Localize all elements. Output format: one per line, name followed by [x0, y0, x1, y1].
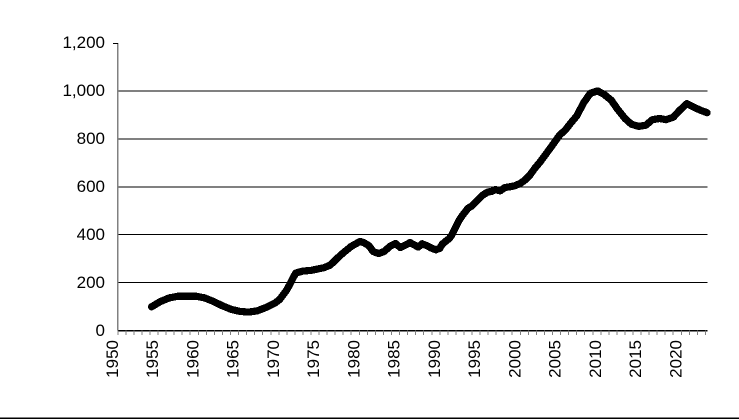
- svg-text:600: 600: [77, 177, 105, 196]
- svg-text:1995: 1995: [465, 340, 484, 378]
- svg-text:1985: 1985: [385, 340, 404, 378]
- svg-text:2005: 2005: [546, 340, 565, 378]
- svg-text:1955: 1955: [143, 340, 162, 378]
- svg-text:2000: 2000: [505, 340, 524, 378]
- svg-text:1965: 1965: [224, 340, 243, 378]
- svg-text:1,200: 1,200: [62, 33, 105, 52]
- svg-text:2010: 2010: [586, 340, 605, 378]
- svg-text:2020: 2020: [666, 340, 685, 378]
- svg-text:1,000: 1,000: [62, 81, 105, 100]
- svg-text:1950: 1950: [103, 340, 122, 378]
- svg-text:1970: 1970: [264, 340, 283, 378]
- svg-text:1975: 1975: [304, 340, 323, 378]
- svg-text:2015: 2015: [626, 340, 645, 378]
- svg-text:1960: 1960: [183, 340, 202, 378]
- svg-text:0: 0: [96, 321, 105, 340]
- svg-text:1980: 1980: [344, 340, 363, 378]
- svg-text:200: 200: [77, 273, 105, 292]
- svg-text:1990: 1990: [425, 340, 444, 378]
- svg-text:400: 400: [77, 225, 105, 244]
- svg-text:800: 800: [77, 129, 105, 148]
